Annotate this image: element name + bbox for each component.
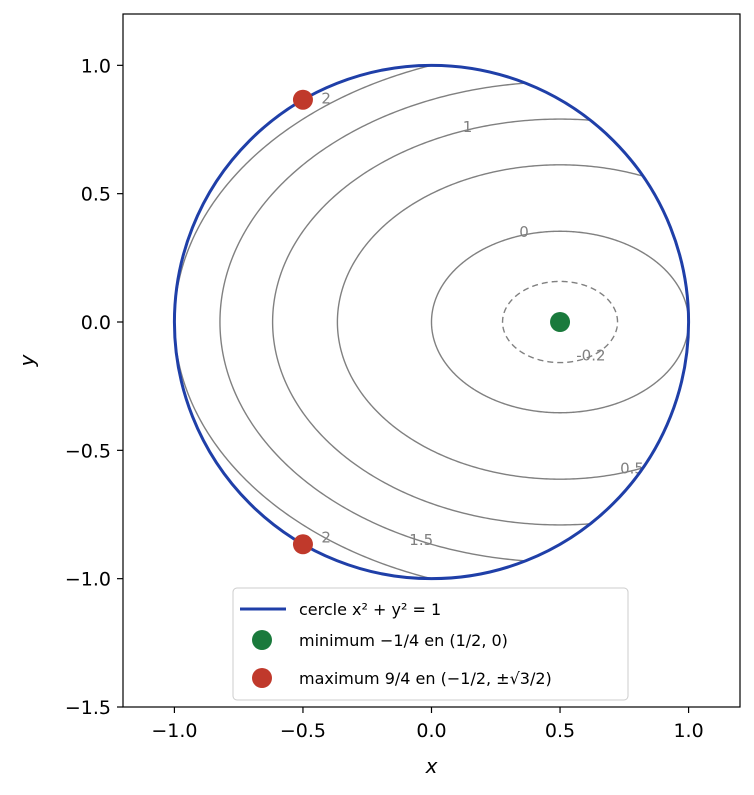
- legend-entry-label: minimum −1/4 en (1/2, 0): [299, 631, 508, 650]
- y-tick-label: −1.5: [65, 697, 111, 719]
- x-tick-label: −1.0: [151, 720, 197, 742]
- y-tick-label: −1.0: [65, 569, 111, 591]
- contour-level-0.5: [336, 164, 642, 480]
- y-tick-label: 0.5: [81, 184, 111, 206]
- maximum-point: [292, 534, 313, 555]
- contour-lines: [173, 64, 690, 580]
- x-tick-label: 1.0: [673, 720, 703, 742]
- contour-labels: -0.2 0 0.5 1 1.5 2 2: [321, 90, 644, 549]
- minimum-point: [550, 312, 571, 332]
- y-axis-label: y: [15, 353, 39, 367]
- unit-circle-layer: [172, 63, 691, 581]
- contour-label: -0.2: [576, 346, 605, 364]
- x-tick-label: 0.0: [416, 720, 446, 742]
- x-tick-label: −0.5: [280, 720, 326, 742]
- contour-label: 2: [321, 529, 331, 547]
- contour-level-1.5: [219, 82, 525, 562]
- extrema-points: [292, 89, 571, 555]
- legend-dot-swatch: [252, 668, 272, 688]
- legend-dot-swatch: [252, 630, 272, 650]
- maximum-point: [292, 89, 313, 110]
- y-tick-label: 1.0: [81, 55, 111, 77]
- unit-circle: [172, 63, 691, 581]
- contour-label: 2: [321, 90, 331, 108]
- legend: cercle x² + y² = 1 minimum −1/4 en (1/2, …: [232, 587, 629, 701]
- y-axis-ticks: 1.0 0.5 0.0 −0.5 −1.0 −1.5: [65, 55, 123, 719]
- x-axis-label: x: [425, 754, 438, 778]
- contour-level-0: [430, 230, 690, 414]
- contour-label: 1: [463, 118, 473, 136]
- y-tick-label: 0.0: [81, 312, 111, 334]
- contour-label: 0.5: [620, 459, 644, 477]
- legend-entry-label: cercle x² + y² = 1: [299, 600, 441, 619]
- x-axis-ticks: −1.0 −0.5 0.0 0.5 1.0: [151, 707, 704, 742]
- x-tick-label: 0.5: [545, 720, 575, 742]
- contour-label: 1.5: [409, 531, 433, 549]
- y-tick-label: −0.5: [65, 440, 111, 462]
- contour-level--0.2: [501, 280, 619, 364]
- contour-level-1: [271, 118, 591, 526]
- legend-box: [232, 587, 629, 701]
- contour-level-2: [173, 64, 432, 580]
- legend-entry-label: maximum 9/4 en (−1/2, ±√3/2): [299, 669, 552, 688]
- contour-label: 0: [519, 223, 529, 241]
